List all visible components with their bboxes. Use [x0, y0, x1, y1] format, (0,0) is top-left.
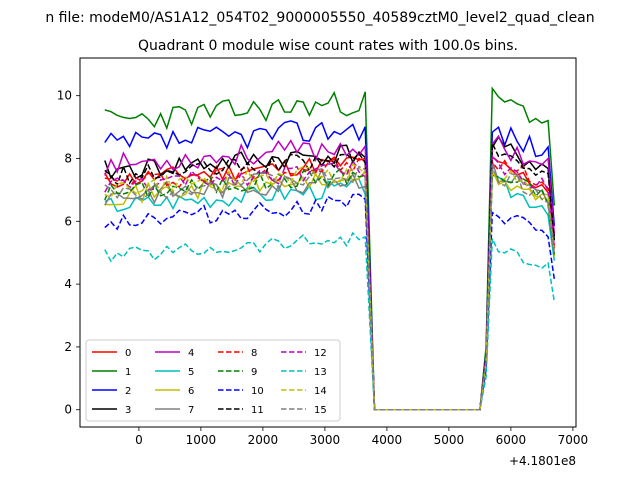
legend-label-13: 13 — [314, 367, 327, 378]
series-line-15 — [104, 164, 556, 411]
series-layer — [104, 86, 556, 411]
legend-label-1: 1 — [125, 367, 131, 378]
legend-label-5: 5 — [188, 367, 194, 378]
x-tick-label: 5000 — [434, 433, 465, 447]
series-line-14 — [104, 163, 556, 411]
legend-label-2: 2 — [125, 386, 131, 397]
series-line-12 — [104, 153, 556, 411]
x-tick-label: 2000 — [248, 433, 279, 447]
x-tick-label: 4000 — [372, 433, 403, 447]
legend-label-4: 4 — [188, 348, 194, 359]
legend-label-6: 6 — [188, 386, 194, 397]
chart-title: Quadrant 0 module wise count rates with … — [138, 38, 518, 54]
axes-frame — [79, 57, 577, 428]
x-offset-label: +4.1801e8 — [509, 454, 576, 468]
series-line-10 — [104, 193, 556, 411]
legend-label-7: 7 — [188, 405, 194, 416]
legend-label-15: 15 — [314, 405, 327, 416]
legend-label-14: 14 — [314, 386, 327, 397]
x-axis: 0 1000 2000 3000 4000 5000 6000 7000 — [135, 427, 588, 447]
y-tick-label: 0 — [64, 403, 72, 417]
legend-label-0: 0 — [125, 348, 131, 359]
y-tick-label: 10 — [57, 89, 72, 103]
y-tick-label: 8 — [64, 151, 72, 165]
legend-label-12: 12 — [314, 348, 327, 359]
x-tick-label: 1000 — [186, 433, 217, 447]
legend-label-8: 8 — [251, 348, 257, 359]
y-tick-label: 6 — [64, 214, 72, 228]
y-tick-label: 4 — [64, 277, 72, 291]
chart-suptitle: n file: modeM0/AS1A12_054T02_9000005550_… — [45, 10, 594, 26]
y-tick-label: 2 — [64, 340, 72, 354]
legend-label-9: 9 — [251, 367, 257, 378]
x-tick-label: 7000 — [558, 433, 589, 447]
legend-label-11: 11 — [251, 405, 264, 416]
legend-box — [85, 339, 341, 422]
x-tick-label: 6000 — [496, 433, 527, 447]
legend-label-10: 10 — [251, 386, 264, 397]
x-tick-label: 0 — [135, 433, 143, 447]
legend-label-3: 3 — [125, 405, 131, 416]
y-axis: 0 2 4 6 8 10 — [57, 89, 80, 417]
x-tick-label: 3000 — [310, 433, 341, 447]
